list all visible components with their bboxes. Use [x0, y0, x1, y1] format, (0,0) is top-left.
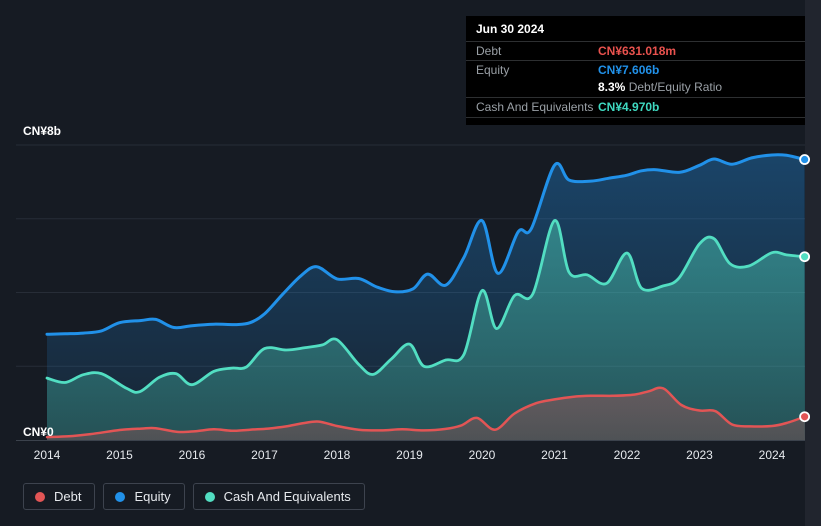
- tooltip-debt-value: CN¥631.018m: [598, 44, 677, 58]
- tooltip-row-ratio: 8.3% Debt/Equity Ratio: [466, 79, 805, 97]
- equity-legend-dot-icon: [115, 491, 126, 502]
- legend-label: Debt: [54, 489, 82, 504]
- legend-item-debt[interactable]: Debt: [23, 483, 96, 510]
- x-tick-label-2019: 2019: [396, 448, 423, 462]
- x-tick-label-2024: 2024: [759, 448, 786, 462]
- x-tick-label-2014: 2014: [34, 448, 61, 462]
- x-tick-label-2017: 2017: [251, 448, 278, 462]
- cash-and-equivalents-area: [47, 220, 805, 440]
- x-tick-label-2021: 2021: [541, 448, 568, 462]
- y-axis-min-label: CN¥0: [23, 425, 54, 439]
- tooltip-row-debt: Debt CN¥631.018m: [466, 41, 805, 60]
- debt-area: [47, 387, 805, 440]
- legend-label: Cash And Equivalents: [223, 489, 351, 504]
- chart-legend: Debt Equity Cash And Equivalents: [23, 483, 365, 510]
- y-axis-max-label: CN¥8b: [23, 124, 62, 138]
- cash-legend-dot-icon: [204, 491, 215, 502]
- x-tick-label-2023: 2023: [686, 448, 713, 462]
- tooltip-ratio: 8.3% Debt/Equity Ratio: [598, 80, 722, 94]
- tooltip-debt-label: Debt: [476, 44, 502, 58]
- cash-and-equivalents-line: [45, 219, 806, 394]
- x-tick-label-2015: 2015: [106, 448, 133, 462]
- tooltip-cash-label: Cash And Equivalents: [476, 100, 594, 114]
- chart-tooltip: Jun 30 2024 Debt CN¥631.018m Equity CN¥7…: [466, 16, 805, 125]
- tooltip-row-cash: Cash And Equivalents CN¥4.970b: [466, 97, 805, 118]
- x-tick-label-2016: 2016: [179, 448, 206, 462]
- equity-end-marker[interactable]: [799, 154, 811, 165]
- tooltip-row-equity: Equity CN¥7.606b: [466, 60, 805, 79]
- x-tick-label-2020: 2020: [469, 448, 496, 462]
- legend-label: Equity: [134, 489, 171, 504]
- tooltip-cash-value: CN¥4.970b: [598, 100, 660, 114]
- x-tick-label-2022: 2022: [614, 448, 641, 462]
- tooltip-equity-label: Equity: [476, 63, 510, 77]
- tooltip-ratio-value: 8.3%: [598, 80, 626, 94]
- tooltip-date: Jun 30 2024: [476, 22, 545, 36]
- tooltip-equity-value: CN¥7.606b: [598, 63, 660, 77]
- legend-item-cash[interactable]: Cash And Equivalents: [192, 483, 365, 510]
- x-tick-label-2018: 2018: [324, 448, 351, 462]
- equity-line: [45, 153, 807, 336]
- right-gutter: [805, 0, 821, 526]
- debt-legend-dot-icon: [35, 491, 45, 502]
- debt-end-marker[interactable]: [799, 411, 811, 423]
- debt-line: [45, 386, 806, 439]
- legend-item-equity[interactable]: Equity: [103, 483, 185, 510]
- tooltip-ratio-label: Debt/Equity Ratio: [628, 80, 723, 94]
- cash-and-equivalents-end-marker[interactable]: [799, 251, 811, 263]
